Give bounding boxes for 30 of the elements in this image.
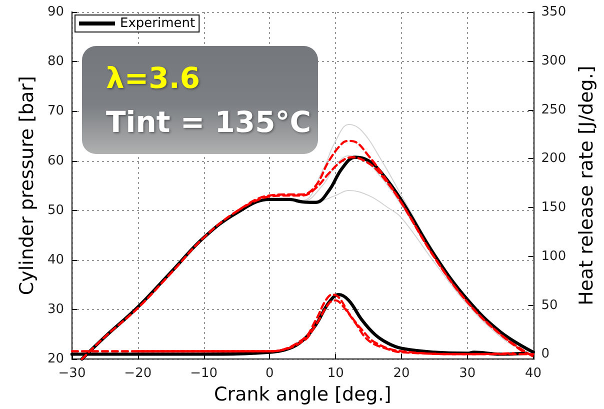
- annotation: λ=3.6: [106, 60, 202, 97]
- x-tick-label: −20: [124, 366, 152, 382]
- x-tick-label: −10: [190, 366, 218, 382]
- y-tick-label: 90: [47, 4, 64, 20]
- y2-tick-label: 0: [541, 346, 550, 362]
- y-tick-label: 40: [47, 252, 64, 268]
- y2-axis-title: Heat release rate [J/deg.]: [576, 66, 598, 306]
- y-tick-label: 80: [47, 54, 64, 70]
- y-tick-label: 60: [47, 153, 64, 168]
- y2-tick-label: 100: [541, 248, 566, 264]
- y-axis-title: Cylinder pressure [bar]: [16, 76, 38, 296]
- legend-label: Experiment: [120, 16, 196, 31]
- y-tick-label: 30: [47, 302, 64, 318]
- x-tick-label: 30: [459, 366, 476, 382]
- x-tick-label: 0: [266, 366, 274, 382]
- y2-tick-label: 200: [541, 151, 566, 166]
- y-tick-label: 20: [47, 352, 64, 367]
- y2-tick-label: 50: [541, 298, 558, 313]
- y2-tick-label: 250: [541, 102, 566, 118]
- x-tick-label: 10: [327, 366, 344, 382]
- y-tick-label: 50: [47, 202, 64, 218]
- x-axis-title: Crank angle [deg.]: [214, 384, 392, 406]
- x-tick-label: 40: [525, 366, 542, 382]
- annotation: Tint = 135°C: [106, 104, 312, 141]
- y2-tick-label: 300: [541, 53, 566, 68]
- x-tick-label: −30: [58, 366, 86, 382]
- y2-tick-label: 150: [541, 200, 566, 216]
- y2-tick-label: 350: [541, 4, 566, 20]
- x-tick-label: 20: [393, 366, 410, 382]
- y-tick-label: 70: [47, 104, 64, 119]
